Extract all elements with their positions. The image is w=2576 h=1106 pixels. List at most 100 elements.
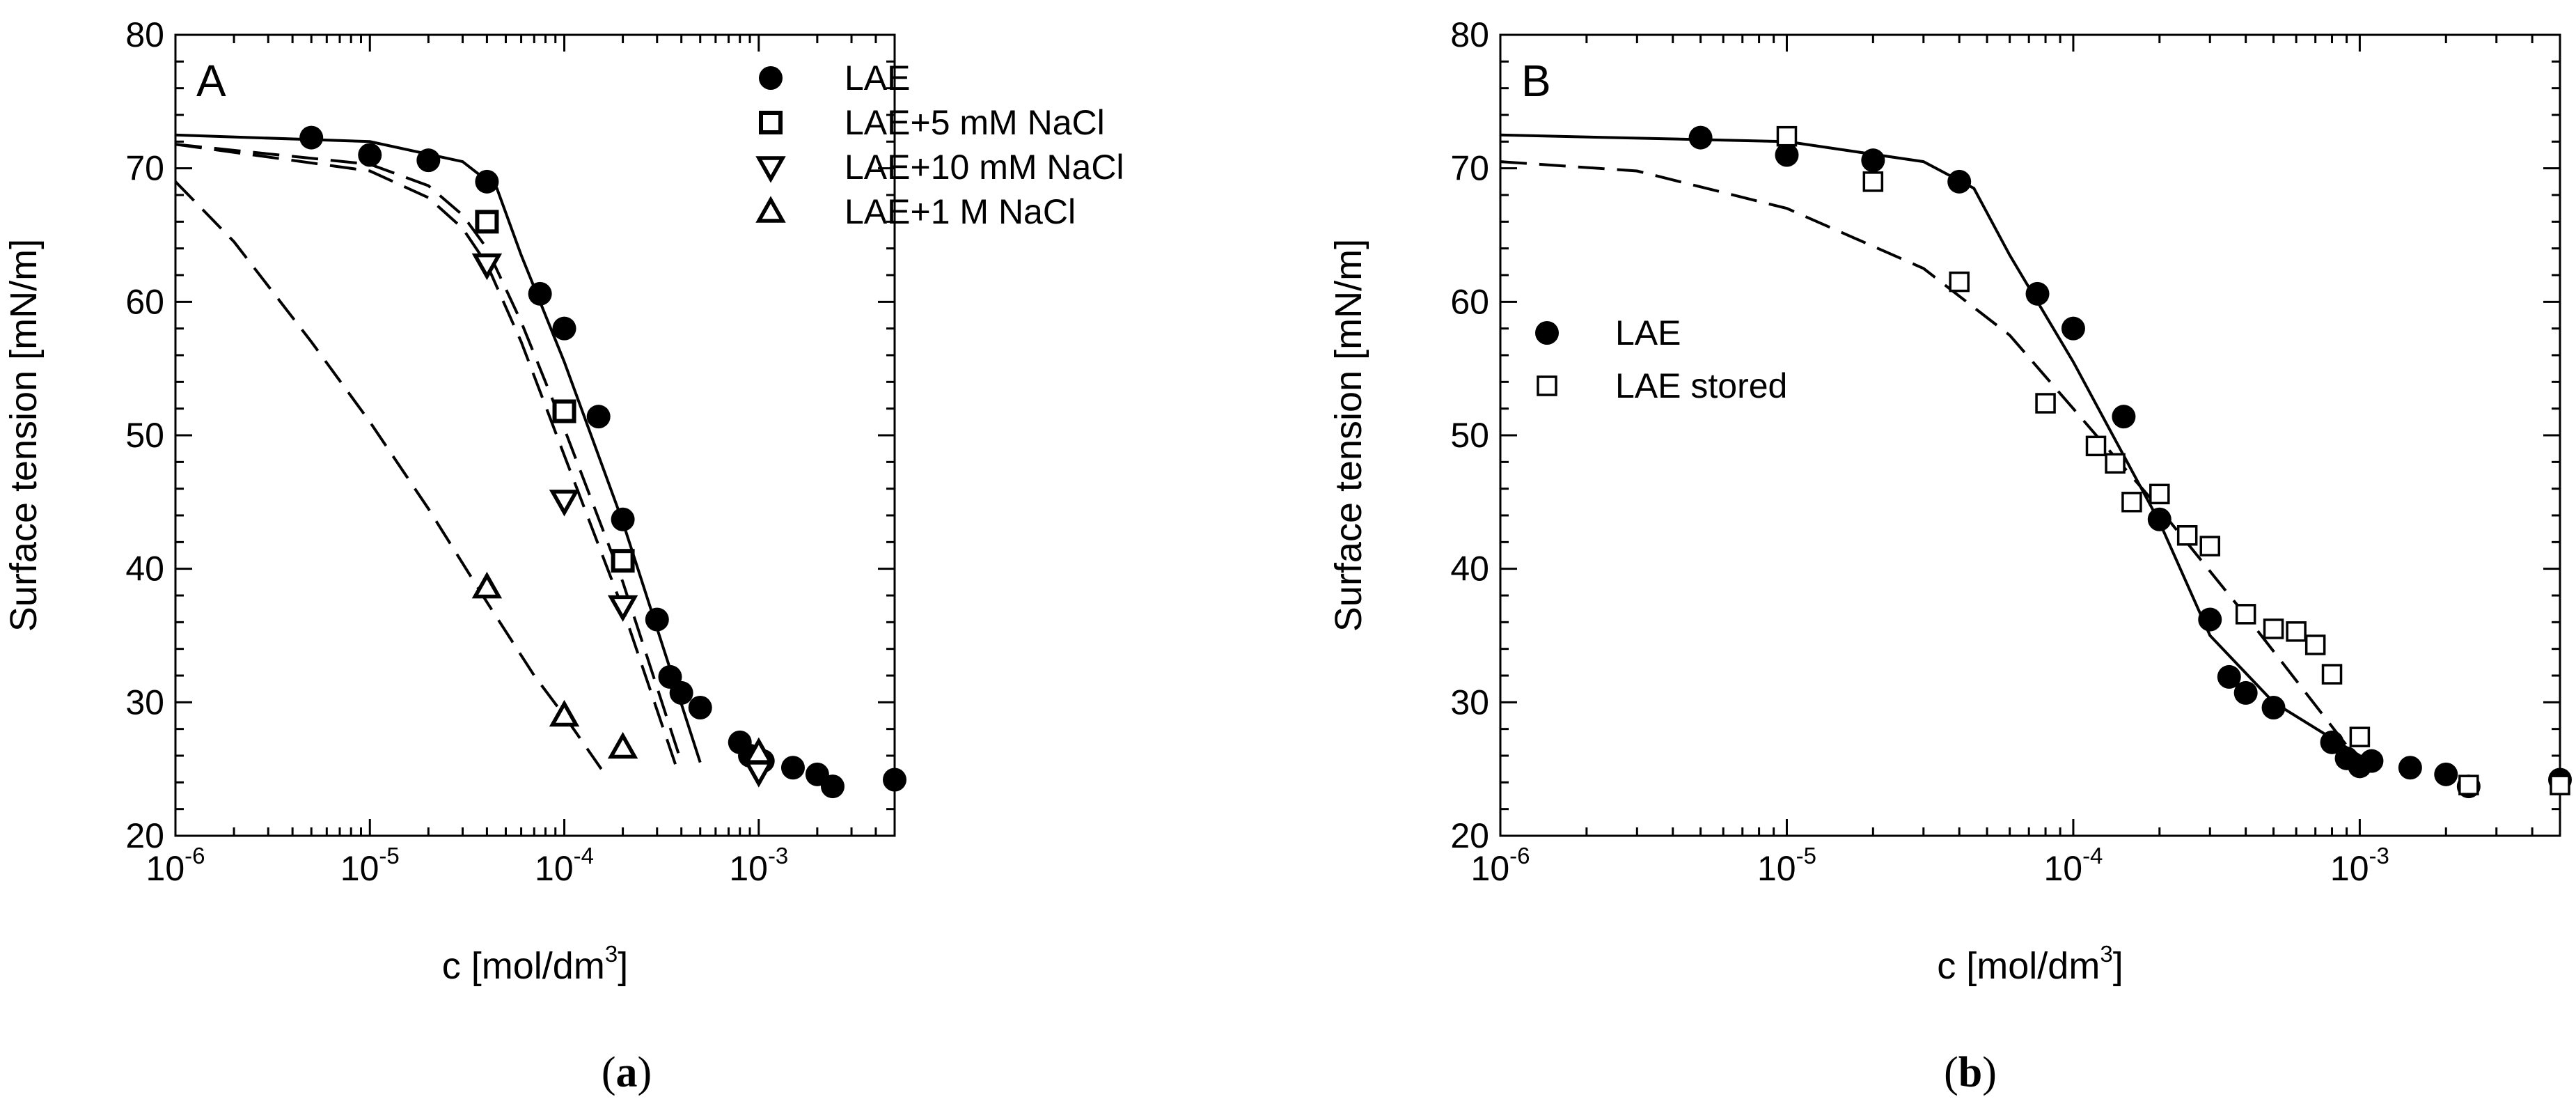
- data-point-lae: [780, 756, 805, 780]
- data-point-lae: [883, 768, 906, 792]
- legend-marker: [755, 196, 786, 223]
- plot-frame: [1499, 33, 2561, 837]
- data-point-lae-stored: [2121, 492, 2142, 513]
- legend-marker: [759, 66, 783, 90]
- panel-letter: B: [1521, 56, 1551, 106]
- data-point-lae: [2359, 749, 2384, 773]
- y-axis-label: Surface tension [mN/m]: [3, 239, 45, 632]
- legend-label: LAE: [845, 59, 911, 98]
- data-point-lae-5-mm-nacl: [552, 399, 576, 423]
- data-point-lae-10-mm-nacl: [607, 595, 638, 622]
- y-tick-label: 40: [125, 550, 164, 589]
- data-point-lae: [1688, 125, 1713, 150]
- chart-panel-b: 20 30 40 50 60 70 80 10-6 10-5 10-4 10-3 c [mol/dm3…: [1328, 15, 2572, 1096]
- data-point-lae: [528, 281, 552, 306]
- legend-label: LAE+5 mM NaCl: [845, 103, 1105, 142]
- data-point-lae-stored: [2321, 664, 2343, 685]
- data-point-lae-stored: [2550, 774, 2570, 795]
- fit-curve-dashed: [175, 143, 683, 763]
- x-axis-label: c [mol/dm3]: [442, 941, 628, 987]
- data-point-lae: [299, 125, 324, 150]
- x-tick-label: 10-3: [729, 843, 788, 888]
- legend-marker: [1537, 375, 1557, 396]
- y-tick-label: 40: [1450, 550, 1489, 589]
- plot-frame: [174, 33, 896, 837]
- fit-curve-dashed: [174, 180, 603, 770]
- data-point-lae-10-mm-nacl: [744, 761, 774, 788]
- x-tick-label: 10-5: [340, 843, 400, 888]
- data-point-lae: [586, 405, 611, 429]
- panel-caption: (a): [602, 1049, 652, 1096]
- data-point-lae: [2261, 696, 2286, 719]
- data-point-lae-1-m-nacl: [549, 699, 580, 727]
- legend-label: LAE+10 mM NaCl: [845, 148, 1124, 187]
- data-point-lae-stored: [2105, 453, 2126, 474]
- data-point-lae: [552, 316, 576, 341]
- data-point-lae-1-m-nacl: [471, 571, 503, 599]
- data-point-lae-stored: [2176, 525, 2198, 546]
- data-point-lae-stored: [2263, 618, 2284, 639]
- data-point-lae-stored: [1776, 125, 1798, 147]
- data-point-lae: [1947, 169, 1972, 194]
- legend-marker: [759, 111, 783, 134]
- data-point-lae-stored: [2199, 536, 2221, 556]
- data-point-lae-5-mm-nacl: [611, 549, 635, 573]
- data-point-lae: [669, 680, 693, 705]
- data-point-lae: [2217, 664, 2241, 689]
- data-point-lae-stored: [2235, 604, 2256, 625]
- data-point-lae: [1861, 148, 1885, 173]
- data-point-lae: [2320, 730, 2344, 754]
- fit-curve-solid: [175, 133, 702, 763]
- data-point-lae-stored: [2286, 621, 2307, 642]
- y-axis-label: Surface tension [mN/m]: [1328, 239, 1369, 632]
- data-point-lae-stored: [2149, 483, 2170, 505]
- y-tick-label: 80: [125, 15, 164, 54]
- data-point-lae-5-mm-nacl: [475, 210, 499, 234]
- y-tick-label: 60: [1450, 282, 1489, 321]
- data-point-lae-1-m-nacl: [607, 731, 638, 759]
- legend-marker: [1535, 321, 1559, 345]
- data-point-lae: [2112, 405, 2136, 429]
- data-point-lae: [820, 774, 845, 799]
- data-point-lae: [2061, 316, 2085, 341]
- y-tick-label: 20: [125, 816, 164, 855]
- panel-letter: A: [196, 56, 226, 106]
- data-point-lae: [2025, 281, 2050, 306]
- data-point-lae: [2398, 756, 2422, 780]
- x-tick-label: 10-6: [1471, 843, 1530, 888]
- data-point-lae: [611, 507, 635, 531]
- y-tick-label: 60: [125, 282, 164, 321]
- data-point-lae: [416, 148, 441, 173]
- fit-curve-solid: [1500, 133, 2361, 757]
- data-point-lae: [1775, 143, 1799, 167]
- data-point-lae-10-mm-nacl: [471, 253, 503, 281]
- x-axis-label: c [mol/dm3]: [1937, 941, 2123, 987]
- y-tick-label: 30: [1450, 683, 1489, 722]
- x-tick-label: 10-6: [146, 843, 205, 888]
- data-point-lae: [475, 169, 499, 194]
- data-point-lae-1-m-nacl: [744, 737, 774, 764]
- x-tick-label: 10-4: [2043, 843, 2103, 888]
- data-point-lae: [2147, 507, 2171, 531]
- chart-panel-a: 20 30 40 50 60 70 80 10-6 10-5 10-4 10-3 c [mol/dm3…: [3, 15, 1124, 1096]
- legend-label: LAE: [1615, 313, 1681, 352]
- y-tick-label: 20: [1450, 816, 1489, 855]
- data-point-lae-stored: [1862, 171, 1884, 192]
- y-tick-label: 50: [1450, 416, 1489, 455]
- y-tick-label: 70: [1450, 149, 1489, 188]
- data-point-lae-stored: [2349, 726, 2371, 747]
- data-point-lae: [2198, 607, 2222, 632]
- y-tick-label: 50: [125, 416, 164, 455]
- data-point-lae-10-mm-nacl: [549, 490, 580, 517]
- y-tick-label: 30: [125, 683, 164, 722]
- fit-curve-dashed: [1500, 160, 2361, 763]
- data-point-lae: [645, 607, 669, 632]
- data-point-lae: [2434, 762, 2458, 786]
- data-point-lae-stored: [1949, 271, 1970, 293]
- legend-label: LAE stored: [1615, 366, 1787, 405]
- data-point-lae: [2233, 680, 2258, 705]
- y-tick-label: 80: [1450, 15, 1489, 54]
- panel-caption: (b): [1944, 1049, 1997, 1096]
- x-tick-label: 10-3: [2330, 843, 2389, 888]
